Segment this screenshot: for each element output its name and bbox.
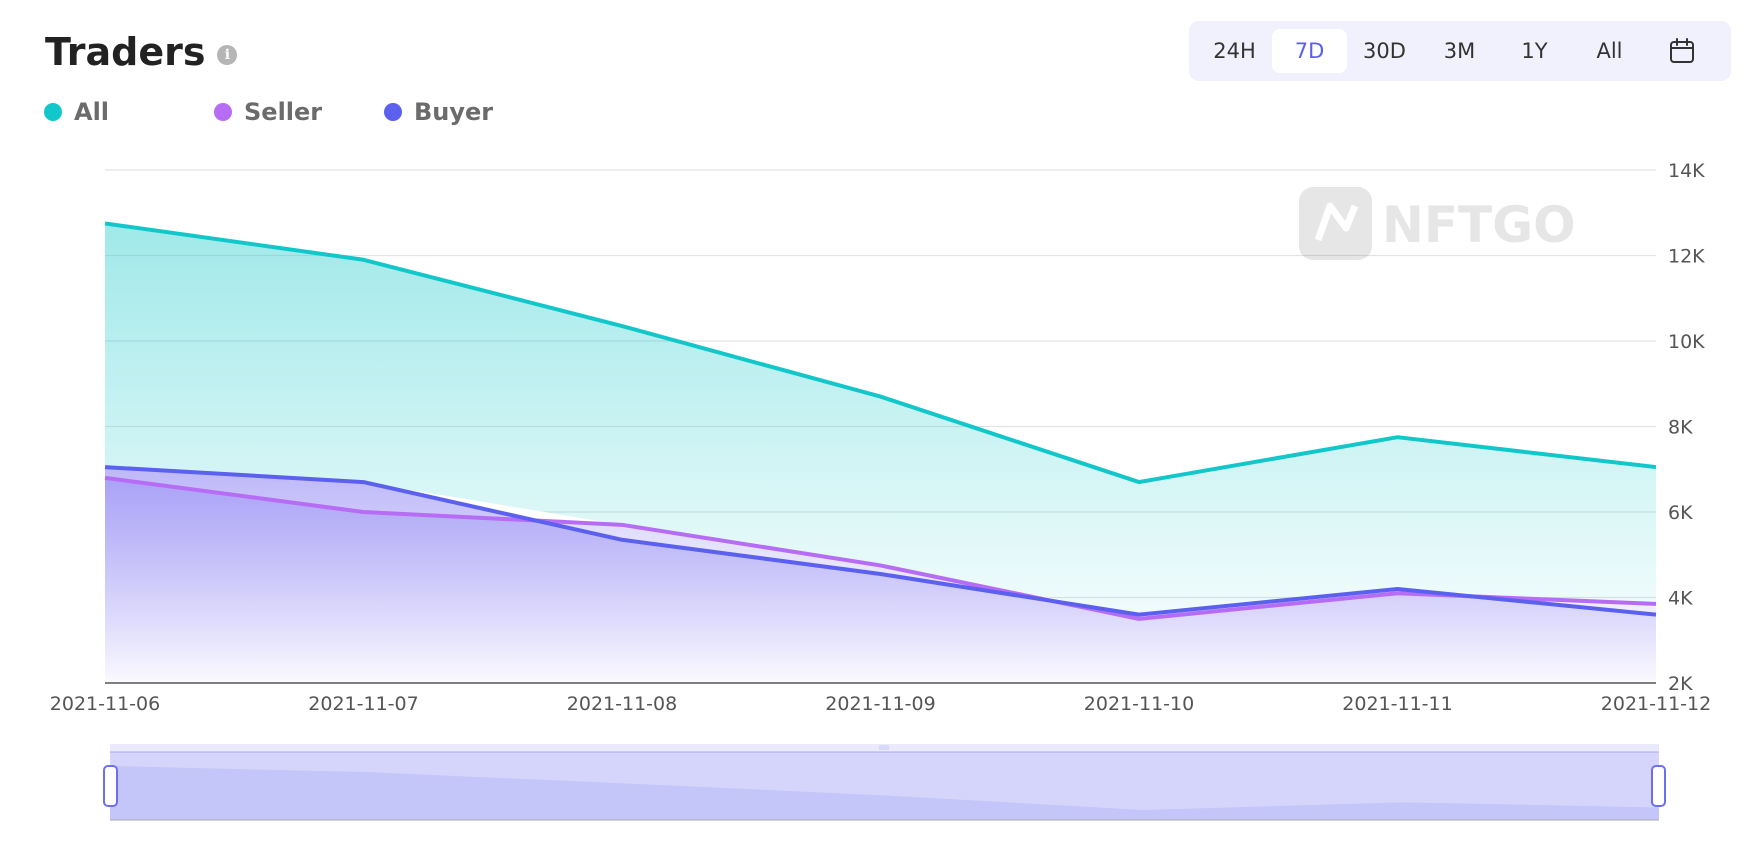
legend: All Seller Buyer [44, 98, 554, 126]
info-icon[interactable]: i [217, 45, 238, 65]
time-range-selector: 24H 7D 30D 3M 1Y All [1189, 21, 1731, 81]
x-tick-label: 2021-11-09 [825, 693, 935, 715]
legend-dot-seller [214, 103, 232, 121]
legend-label-buyer: Buyer [414, 98, 494, 126]
series-line-seller[interactable] [104, 475, 1657, 621]
legend-dot-buyer [384, 103, 402, 121]
zoom-handle-right[interactable] [1651, 765, 1666, 807]
legend-item-seller[interactable]: Seller [214, 98, 384, 126]
range-1y-button[interactable]: 1Y [1521, 39, 1548, 63]
y-tick-label: 2K [1668, 673, 1693, 695]
x-tick-label: 2021-11-08 [567, 693, 677, 715]
x-tick-label: 2021-11-11 [1342, 693, 1452, 715]
range-3m-button[interactable]: 3M [1443, 39, 1476, 63]
range-all-button[interactable]: All [1596, 39, 1623, 63]
y-tick-label: 14K [1668, 160, 1705, 182]
chart-header: Traders i [45, 30, 238, 74]
series-line-all[interactable] [104, 221, 1657, 485]
legend-label-seller: Seller [244, 98, 323, 126]
y-tick-label: 12K [1668, 246, 1705, 268]
series-lines [104, 221, 1657, 621]
watermark-text: NFTGO [1382, 196, 1576, 254]
range-30d-button[interactable]: 30D [1363, 39, 1406, 63]
zoom-handle-left[interactable] [103, 765, 118, 807]
x-tick-label: 2021-11-10 [1084, 693, 1194, 715]
range-24h-button[interactable]: 24H [1213, 39, 1256, 63]
range-7d-button[interactable]: 7D [1272, 29, 1347, 73]
y-tick-label: 4K [1668, 588, 1693, 610]
series-line-buyer[interactable] [104, 465, 1657, 617]
calendar-icon [1670, 38, 1694, 63]
calendar-button[interactable] [1647, 29, 1717, 73]
page-title: Traders [45, 30, 206, 74]
legend-item-buyer[interactable]: Buyer [384, 98, 554, 126]
legend-dot-all [44, 103, 62, 121]
x-tick-label: 2021-11-12 [1601, 693, 1711, 715]
y-axis-ticks: 2K 4K 6K 8K 10K 12K 14K [1668, 160, 1705, 695]
legend-item-all[interactable]: All [44, 98, 214, 126]
x-axis-ticks: 2021-11-06 2021-11-07 2021-11-08 2021-11-09… [50, 693, 1711, 715]
x-tick-label: 2021-11-06 [50, 693, 160, 715]
area-seller [105, 477, 1656, 683]
y-tick-label: 6K [1668, 502, 1693, 524]
zoom-slider [103, 744, 1666, 821]
nftgo-watermark: NFTGO [1299, 187, 1576, 260]
zoom-move-handle[interactable] [879, 745, 889, 750]
zoom-preview-area [110, 766, 1659, 820]
x-tick-label: 2021-11-07 [308, 693, 418, 715]
legend-label-all: All [74, 98, 110, 126]
y-tick-label: 10K [1668, 331, 1705, 353]
y-tick-label: 8K [1668, 417, 1693, 439]
series-areas [105, 223, 1656, 683]
